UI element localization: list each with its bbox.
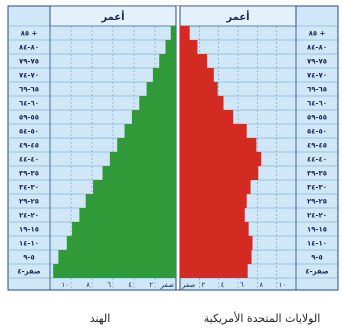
center-separator (176, 6, 180, 290)
bar-usa (180, 250, 252, 264)
tick-label-india: ١٠ (61, 281, 69, 289)
tick-label-india: ٦ (107, 281, 111, 289)
bar-india (102, 166, 176, 180)
bar-india (131, 110, 176, 124)
bar-india (72, 222, 176, 236)
header-india: أعمر (100, 10, 124, 23)
bar-usa (180, 236, 253, 250)
age-label-usa: ٢٠-٢٤ (307, 212, 327, 220)
age-label-usa: ٥٥-٥٩ (307, 114, 327, 122)
bar-usa (180, 138, 257, 152)
age-label-usa: ٢٥-٢٩ (307, 198, 327, 206)
age-label-usa: ١٥-١٩ (307, 226, 327, 234)
age-label-india: ٦٥-٦٩ (19, 86, 39, 94)
tick-label-usa: ٢ (201, 281, 205, 289)
bar-india (117, 138, 176, 152)
age-label-usa: ٥-٩ (311, 254, 322, 262)
age-label-india: ٢٥-٢٩ (19, 198, 39, 206)
bar-india (109, 152, 176, 166)
bar-india (170, 26, 176, 40)
country-caption-usa: الولايات المتحدة الأمريكية (204, 311, 321, 325)
bar-usa (180, 124, 247, 138)
age-label-usa: ٣٥-٣٩ (307, 170, 327, 178)
bar-usa (180, 152, 262, 166)
bar-india (165, 40, 176, 54)
tick-label-usa: ٦ (240, 281, 244, 289)
age-label-india: ١٠-١٤ (19, 240, 39, 248)
age-label-usa: ٦٠-٦٤ (307, 100, 327, 108)
bar-india (93, 180, 176, 194)
tick-label-usa: ٨ (259, 281, 263, 289)
age-label-india: ٧٥-٧٩ (19, 58, 39, 66)
age-label-usa: ٤٠-٤٤ (307, 156, 327, 164)
bar-india (159, 54, 176, 68)
tick-label-india: ٤ (128, 281, 132, 289)
age-label-usa: ٧٥-٧٩ (307, 58, 327, 66)
age-label-usa: صفر-٤ (305, 268, 329, 276)
age-label-india: ٤٠-٤٤ (19, 156, 39, 164)
age-label-usa: ٦٥-٦٩ (307, 86, 327, 94)
tick-label-usa: ١٠ (279, 281, 287, 289)
labels: صفر-٤ ٥-٩ ١٠-١٤ ١٥-١٩ ٢٠-٢٤ ٢٥-٢٩ ٣٠-٣٤ ٣٥-٣٩ ٤٠… (17, 10, 329, 325)
age-label-usa: ٨٠-٨٤ (307, 44, 327, 52)
bar-india (124, 124, 176, 138)
age-label-india: ٨٠-٨٤ (19, 44, 39, 52)
bar-usa (180, 166, 259, 180)
country-caption-india: الهند (90, 312, 111, 325)
age-label-india: ٣٥-٣٩ (19, 170, 39, 178)
bar-india (53, 264, 176, 278)
bar-usa (180, 208, 245, 222)
bar-usa (180, 110, 234, 124)
bar-usa (180, 264, 248, 278)
bar-usa (180, 26, 190, 40)
bar-india (152, 68, 176, 82)
tick-label-india: صفر (160, 281, 174, 289)
bar-india (85, 194, 176, 208)
age-label-india: ٥-٩ (23, 254, 34, 262)
bar-india (139, 96, 176, 110)
tick-label-india: ٨ (86, 281, 90, 289)
age-label-india: ٣٠-٣٤ (19, 184, 39, 192)
tick-label-usa: ٤ (221, 281, 225, 289)
age-label-india: ٦٠-٦٤ (19, 100, 39, 108)
age-label-usa: ٣٠-٣٤ (307, 184, 327, 192)
header-usa: أعمر (225, 10, 249, 23)
bar-usa (180, 194, 247, 208)
age-label-india: ٤٥-٤٩ (19, 142, 39, 150)
bar-usa (180, 222, 249, 236)
bars (53, 26, 262, 278)
age-label-usa: ٥٠-٥٤ (307, 128, 327, 136)
tick-label-india: ٢ (149, 281, 153, 289)
bar-usa (180, 180, 251, 194)
age-label-india: ٢٠-٢٤ (19, 212, 39, 220)
age-label-india: صفر-٤ (17, 268, 41, 276)
bar-usa (180, 68, 214, 82)
age-label-india: ١٥-١٩ (19, 226, 39, 234)
age-label-india: ٥٥-٥٩ (19, 114, 39, 122)
age-label-usa: ٧٠-٧٤ (307, 72, 327, 80)
age-label-india: ٧٠-٧٤ (19, 72, 39, 80)
bar-india (66, 236, 176, 250)
bar-usa (180, 40, 198, 54)
age-label-usa: ٤٥-٤٩ (307, 142, 327, 150)
age-label-india: ٨٥ + (21, 30, 38, 38)
bar-india (58, 250, 176, 264)
bar-india (79, 208, 176, 222)
age-label-usa: ١٠-١٤ (307, 240, 327, 248)
bar-usa (180, 96, 224, 110)
age-label-usa: ٨٥ + (309, 30, 326, 38)
tick-label-usa: صفر (181, 281, 195, 289)
bar-india (146, 82, 176, 96)
bar-usa (180, 82, 218, 96)
bar-usa (180, 54, 208, 68)
age-label-india: ٥٠-٥٤ (19, 128, 39, 136)
